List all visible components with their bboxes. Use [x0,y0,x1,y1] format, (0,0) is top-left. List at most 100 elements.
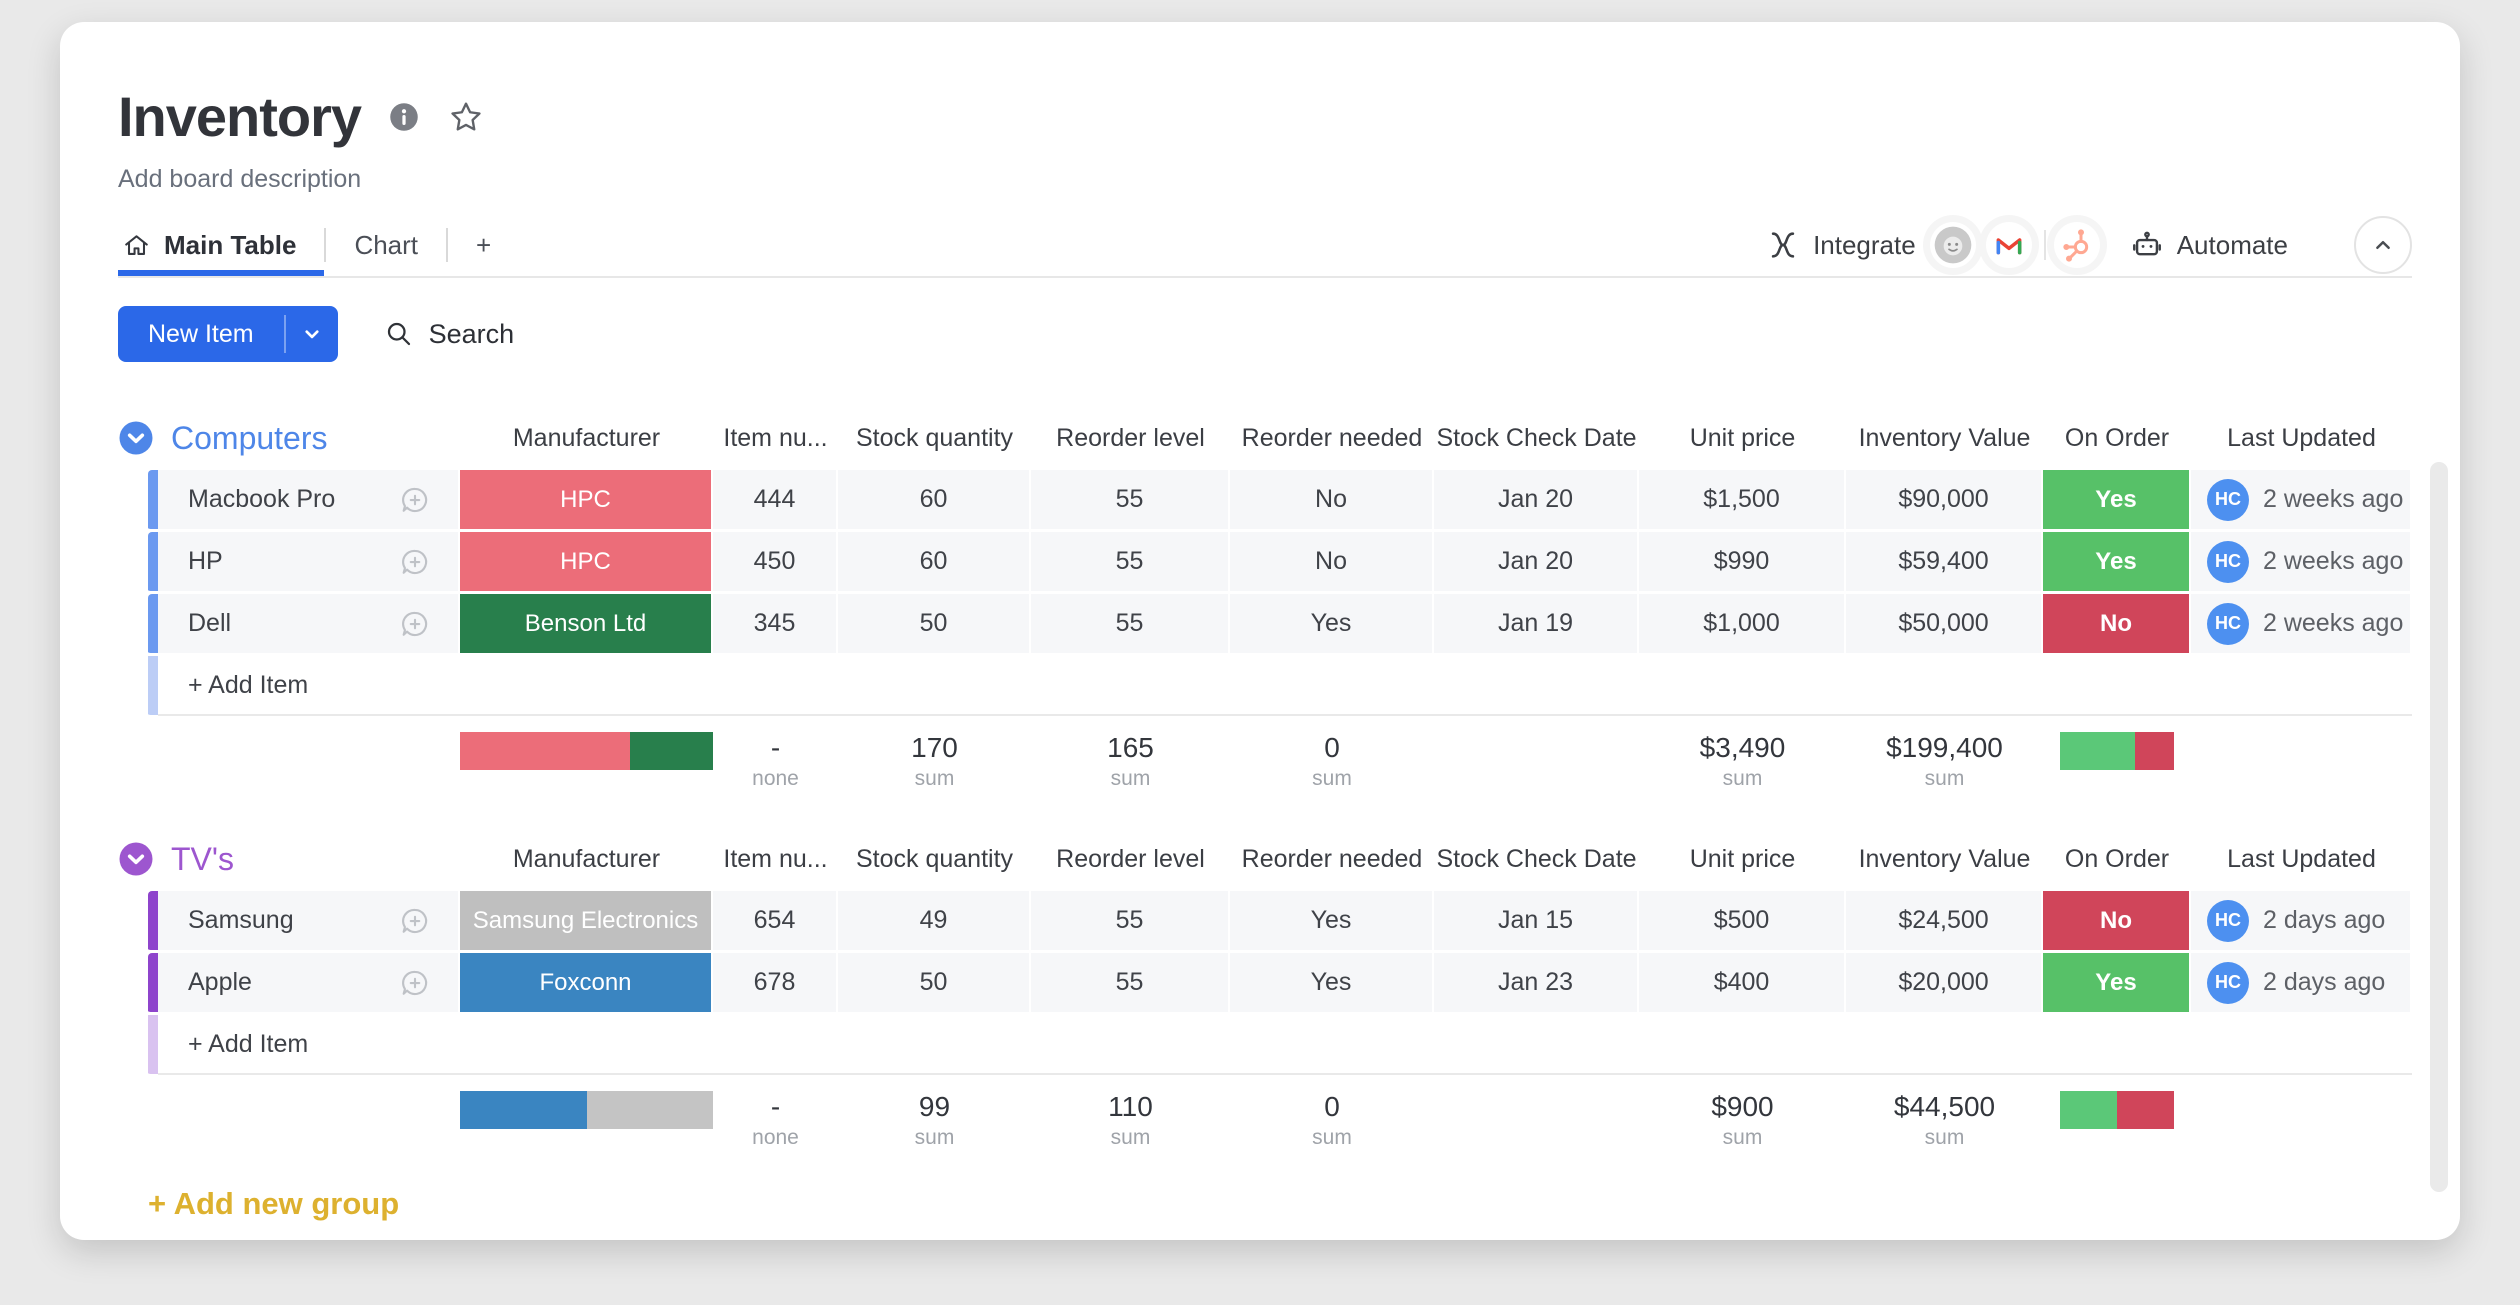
item-name-cell[interactable]: HP [158,532,460,594]
cell-stock-quantity[interactable]: 60 [838,470,1031,532]
cell-reorder-level[interactable]: 55 [1031,470,1230,532]
column-header-reorder-level[interactable]: Reorder level [1056,423,1205,452]
cell-unit-price[interactable]: $990 [1639,532,1846,594]
column-header-unit-price[interactable]: Unit price [1689,844,1796,873]
cell-manufacturer[interactable]: Samsung Electronics [460,891,713,953]
avatar[interactable]: HC [2207,478,2249,521]
cell-last-updated[interactable]: HC 2 weeks ago [2191,594,2412,656]
cell-unit-price[interactable]: $1,000 [1639,594,1846,656]
cell-manufacturer[interactable]: HPC [460,470,713,532]
cell-stock-check-date[interactable]: Jan 23 [1434,953,1639,1015]
add-view-button[interactable]: + [476,229,492,260]
cell-reorder-needed[interactable]: No [1230,470,1434,532]
info-icon[interactable] [389,102,419,132]
cell-inventory-value[interactable]: $50,000 [1846,594,2043,656]
cell-inventory-value[interactable]: $59,400 [1846,532,2043,594]
column-header-stock-quantity[interactable]: Stock quantity [855,844,1014,873]
item-name-cell[interactable]: Samsung [158,891,460,953]
cell-inventory-value[interactable]: $90,000 [1846,470,2043,532]
cell-item-number[interactable]: 678 [713,953,838,1015]
cell-inventory-value[interactable]: $20,000 [1846,953,2043,1015]
gmail-icon[interactable] [1985,222,2032,268]
cell-stock-quantity[interactable]: 49 [838,891,1031,953]
cell-stock-quantity[interactable]: 50 [838,953,1031,1015]
cell-reorder-needed[interactable]: No [1230,532,1434,594]
add-item-button[interactable]: + Add Item [158,1015,2412,1075]
cell-last-updated[interactable]: HC 2 weeks ago [2191,470,2412,532]
cell-reorder-level[interactable]: 55 [1031,953,1230,1015]
automate-button[interactable]: Automate [2130,228,2288,262]
cell-manufacturer[interactable]: Benson Ltd [460,594,713,656]
integrate-button[interactable]: Integrate [1766,228,1916,262]
cell-reorder-level[interactable]: 55 [1031,532,1230,594]
item-name-cell[interactable]: Macbook Pro [158,470,460,532]
cell-reorder-needed[interactable]: Yes [1230,953,1434,1015]
tab-main-table[interactable]: Main Table [118,214,324,276]
star-icon[interactable] [447,98,485,136]
board-description[interactable]: Add board description [118,165,362,193]
new-item-dropdown[interactable] [286,306,338,362]
column-header-on-order[interactable]: On Order [2064,844,2170,873]
column-header-reorder-needed[interactable]: Reorder needed [1241,423,1423,452]
group-collapse-icon[interactable] [118,420,154,456]
cell-manufacturer[interactable]: HPC [460,532,713,594]
group-collapse-icon[interactable] [118,841,154,877]
cell-stock-check-date[interactable]: Jan 20 [1434,532,1639,594]
column-header-item-nu[interactable]: Item nu... [723,844,828,873]
cell-manufacturer[interactable]: Foxconn [460,953,713,1015]
cell-stock-check-date[interactable]: Jan 19 [1434,594,1639,656]
column-header-last-updated[interactable]: Last Updated [2227,844,2376,873]
cell-stock-quantity[interactable]: 50 [838,594,1031,656]
cell-reorder-level[interactable]: 55 [1031,594,1230,656]
cell-item-number[interactable]: 444 [713,470,838,532]
cell-unit-price[interactable]: $500 [1639,891,1846,953]
column-header-item-nu[interactable]: Item nu... [723,423,828,452]
add-update-bubble-icon[interactable] [398,966,432,1000]
group-toggle[interactable]: TV's [118,841,460,878]
group-name[interactable]: Computers [171,419,328,456]
cell-item-number[interactable]: 654 [713,891,838,953]
avatar[interactable]: HC [2207,961,2249,1004]
cell-last-updated[interactable]: HC 2 days ago [2191,891,2412,953]
column-header-inventory-value[interactable]: Inventory Value [1858,844,2031,873]
add-new-group-button[interactable]: + Add new group [148,1186,400,1221]
group-toggle[interactable]: Computers [118,420,460,457]
cell-on-order[interactable]: Yes [2043,953,2191,1015]
cell-on-order[interactable]: No [2043,891,2191,953]
column-header-on-order[interactable]: On Order [2064,423,2170,452]
collapse-header-button[interactable] [2354,216,2412,274]
vertical-scrollbar[interactable] [2430,462,2448,1192]
cell-stock-check-date[interactable]: Jan 15 [1434,891,1639,953]
new-item-label[interactable]: New Item [148,319,254,348]
column-header-manufacturer[interactable]: Manufacturer [512,844,661,873]
add-item-button[interactable]: + Add Item [158,656,2412,716]
cell-unit-price[interactable]: $1,500 [1639,470,1846,532]
add-update-bubble-icon[interactable] [398,607,432,641]
column-header-stock-check-date[interactable]: Stock Check Date [1436,423,1637,452]
column-header-manufacturer[interactable]: Manufacturer [512,423,661,452]
column-header-reorder-needed[interactable]: Reorder needed [1241,844,1423,873]
avatar[interactable]: HC [2207,899,2249,942]
column-header-unit-price[interactable]: Unit price [1689,423,1796,452]
item-name-cell[interactable]: Dell [158,594,460,656]
tab-chart[interactable]: Chart [326,214,446,276]
avatar[interactable]: HC [2207,602,2249,645]
column-header-stock-quantity[interactable]: Stock quantity [855,423,1014,452]
search-control[interactable]: Search [384,319,514,350]
group-name[interactable]: TV's [171,840,234,877]
cell-on-order[interactable]: Yes [2043,470,2191,532]
cell-unit-price[interactable]: $400 [1639,953,1846,1015]
add-update-bubble-icon[interactable] [398,545,432,579]
column-header-inventory-value[interactable]: Inventory Value [1858,423,2031,452]
cell-on-order[interactable]: Yes [2043,532,2191,594]
new-item-button[interactable]: New Item [118,306,338,362]
cell-item-number[interactable]: 450 [713,532,838,594]
add-update-bubble-icon[interactable] [398,483,432,517]
cell-reorder-needed[interactable]: Yes [1230,891,1434,953]
item-name-cell[interactable]: Apple [158,953,460,1015]
cell-stock-quantity[interactable]: 60 [838,532,1031,594]
mailchimp-icon[interactable] [1929,222,1976,268]
add-update-bubble-icon[interactable] [398,904,432,938]
column-header-stock-check-date[interactable]: Stock Check Date [1436,844,1637,873]
column-header-reorder-level[interactable]: Reorder level [1056,844,1205,873]
